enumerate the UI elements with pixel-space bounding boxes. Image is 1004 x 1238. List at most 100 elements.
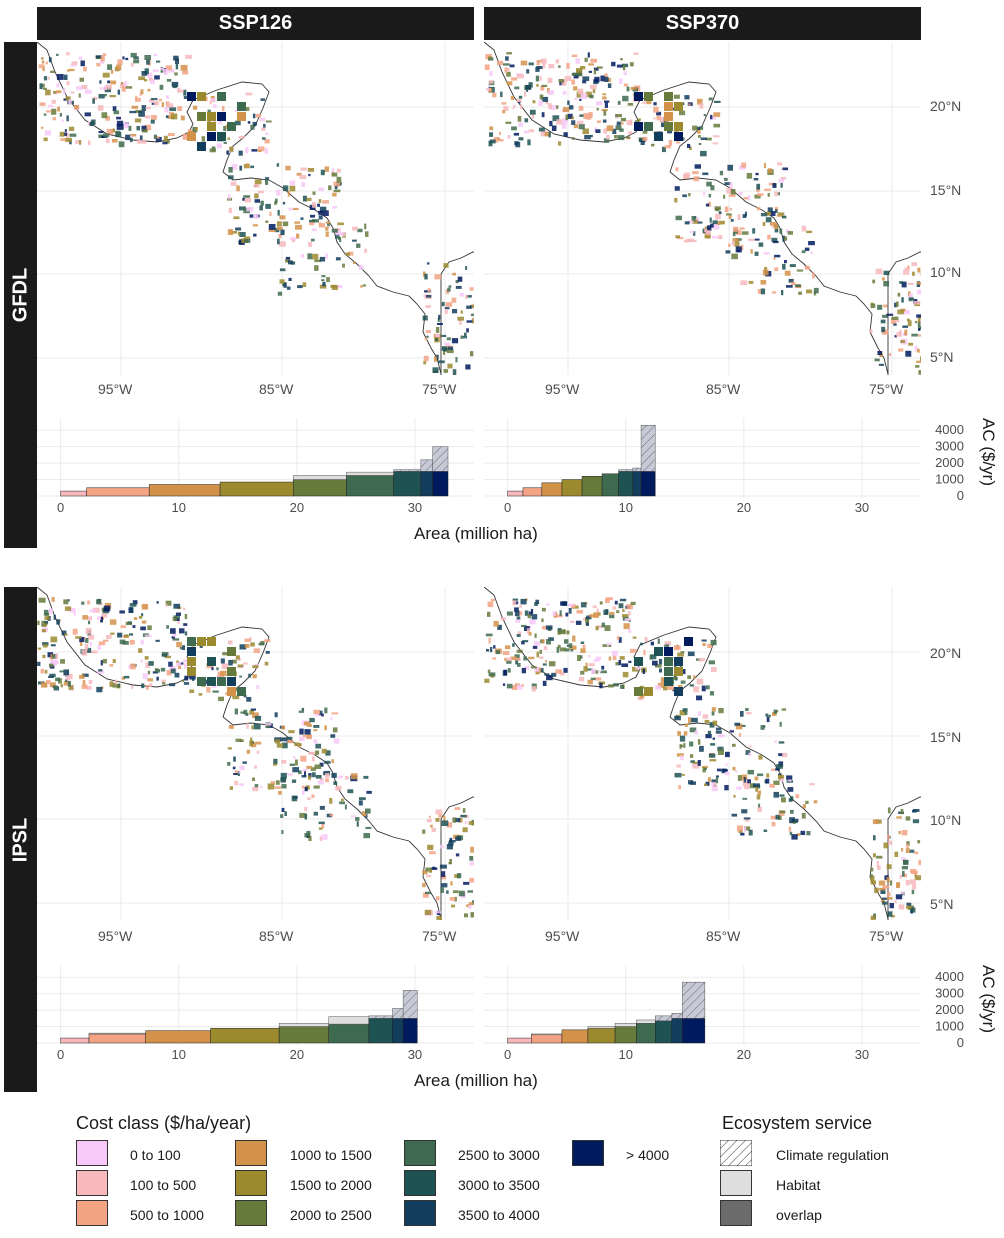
lat-label: 10°N xyxy=(930,264,962,280)
cost-legend-label: 1500 to 2000 xyxy=(290,1177,372,1193)
map-cell xyxy=(764,188,771,191)
map-cell xyxy=(808,241,815,246)
map-cell xyxy=(689,146,692,150)
lon-label: 85°W xyxy=(706,381,741,397)
map-cell xyxy=(277,291,283,296)
map-cell xyxy=(65,96,71,101)
map-cell xyxy=(619,598,627,602)
map-cell xyxy=(177,106,183,111)
map-cell xyxy=(724,785,729,791)
map-cell xyxy=(207,112,216,121)
map-cell xyxy=(423,360,427,365)
map-cell xyxy=(736,786,742,790)
map-cell xyxy=(465,364,471,370)
map-cell xyxy=(700,150,707,157)
map-cell xyxy=(292,767,300,773)
map-cell xyxy=(596,107,599,111)
map-cell xyxy=(619,656,625,660)
map-cell xyxy=(253,233,257,237)
map-cell xyxy=(608,645,612,647)
map-cell xyxy=(602,96,607,100)
map-cell xyxy=(304,786,308,792)
map-cell xyxy=(425,305,431,308)
map-cell xyxy=(518,611,523,616)
map-cell xyxy=(265,132,269,135)
map-cell xyxy=(212,119,216,123)
map-cell xyxy=(740,711,744,717)
map-cell xyxy=(745,712,752,715)
map-cell xyxy=(235,655,240,660)
map-cell xyxy=(602,119,607,123)
map-cell xyxy=(793,822,796,825)
map-cell xyxy=(889,880,893,886)
bar-chart-gfdl-ssp370 xyxy=(484,418,921,498)
map-cell xyxy=(906,906,912,909)
map-cell xyxy=(158,98,162,102)
map-cell xyxy=(149,683,153,687)
map-cell xyxy=(582,76,590,81)
cost-legend-key xyxy=(235,1140,267,1166)
map-cell xyxy=(319,206,327,213)
map-cell xyxy=(242,197,246,201)
map-cell xyxy=(365,231,369,237)
map-cell xyxy=(542,63,546,69)
map-cell xyxy=(281,760,287,764)
map-cell xyxy=(335,257,341,261)
map-cell xyxy=(172,616,177,622)
map-cell xyxy=(606,642,612,645)
map-cell xyxy=(724,771,730,776)
map-cell xyxy=(188,129,194,133)
map-cell xyxy=(140,626,146,631)
map-cell xyxy=(904,873,907,878)
map-cell xyxy=(496,60,504,65)
map-cell xyxy=(443,369,449,373)
map-cell xyxy=(217,132,226,141)
map-cell xyxy=(708,753,716,758)
map-cell xyxy=(331,772,337,778)
map-cell xyxy=(886,864,892,869)
map-cell xyxy=(300,217,304,220)
map-cell xyxy=(172,633,177,637)
map-cell xyxy=(774,209,778,213)
map-cell xyxy=(693,231,696,236)
map-cell xyxy=(708,194,712,198)
lon-label: 85°W xyxy=(259,381,294,397)
map-cell xyxy=(469,351,474,357)
map-cell xyxy=(111,139,118,143)
map-cell xyxy=(640,642,643,646)
map-cell xyxy=(916,360,921,363)
map-cell xyxy=(602,93,607,96)
map-cell xyxy=(535,75,540,82)
map-cell xyxy=(324,760,331,764)
map-cell xyxy=(140,89,144,95)
map-cell xyxy=(89,641,92,647)
map-cell xyxy=(498,131,501,136)
map-cell xyxy=(237,771,240,776)
map-cell xyxy=(888,840,893,845)
map-cell xyxy=(443,349,446,355)
map-cell xyxy=(790,809,794,814)
map-cell xyxy=(424,273,428,280)
map-cell xyxy=(140,639,144,645)
map-cell xyxy=(325,253,328,259)
map-cell xyxy=(520,60,528,66)
map-cell xyxy=(109,95,116,98)
y-tick-label: 3000 xyxy=(935,439,964,454)
map-cell xyxy=(244,236,251,240)
map-cell xyxy=(150,119,155,124)
map-cell xyxy=(559,647,566,652)
map-cell xyxy=(239,765,245,771)
map-cell xyxy=(230,181,237,186)
map-cell xyxy=(774,229,779,233)
map-cell xyxy=(772,712,777,716)
map-cell xyxy=(44,669,48,674)
map-cell xyxy=(536,60,543,63)
map-cell xyxy=(132,625,136,628)
map-cell xyxy=(471,318,474,324)
map-cell xyxy=(265,220,269,223)
map-cell xyxy=(881,326,886,333)
map-cell xyxy=(657,682,665,688)
map-cell xyxy=(601,622,605,628)
map-cell xyxy=(435,327,440,333)
map-cell xyxy=(512,598,519,601)
